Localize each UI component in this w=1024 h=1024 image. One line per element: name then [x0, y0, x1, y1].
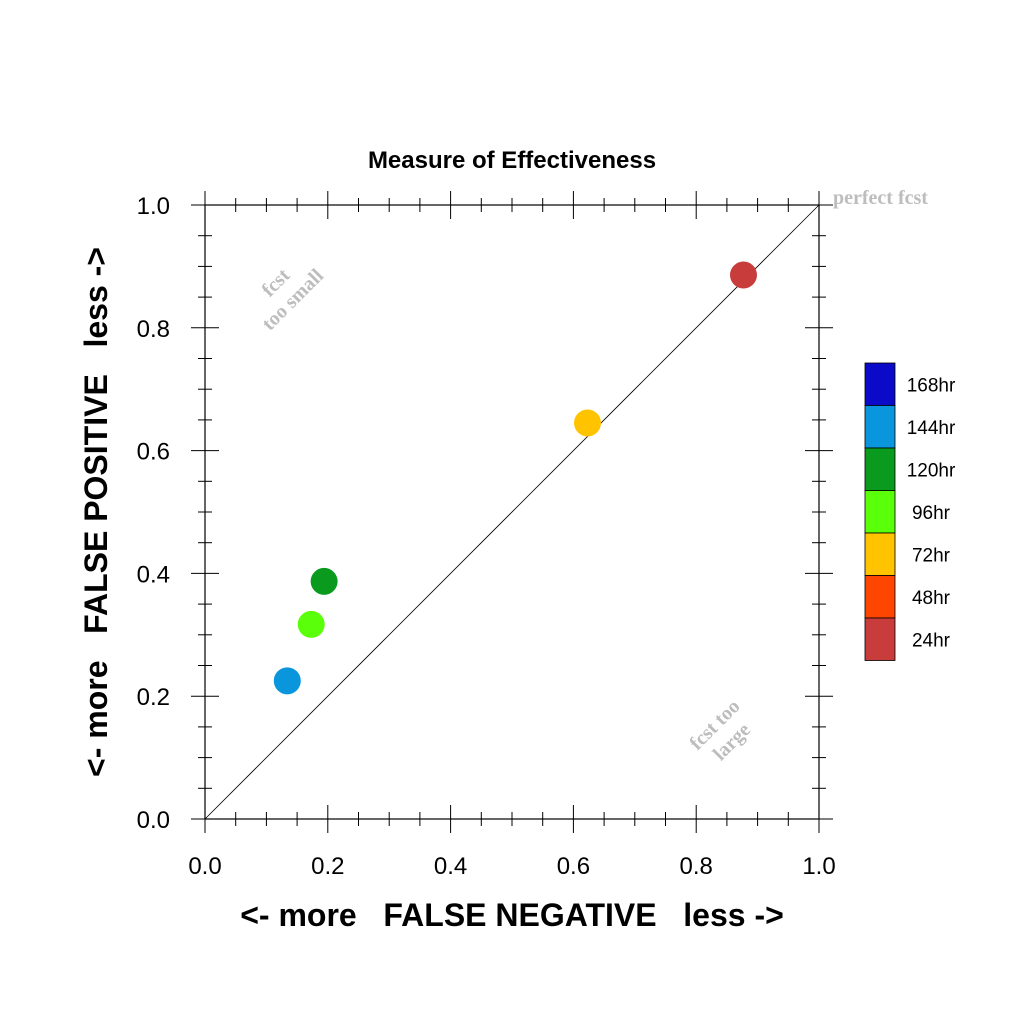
data-point-24hr — [729, 261, 757, 289]
data-points — [273, 261, 757, 695]
x-tick-label: 0.4 — [434, 853, 467, 880]
legend: 168hr 144hr 120hr 96hr 72hr 48hr 24hr — [864, 362, 956, 661]
legend-label-168hr: 168hr — [907, 375, 956, 396]
y-tick-label: 1.0 — [137, 193, 170, 220]
x-tick-label: 0.8 — [680, 853, 713, 880]
legend-swatch-24hr — [864, 617, 896, 661]
legend-swatch-144hr — [864, 405, 896, 449]
legend-swatch-48hr — [864, 575, 896, 619]
data-point-96hr — [297, 610, 325, 638]
too-small-annotation: fcst too small — [258, 264, 329, 335]
y-axis-label: <- more FALSE POSITIVE less -> — [78, 247, 114, 777]
legend-swatch-120hr — [864, 447, 896, 491]
too-large-annotation: fcst too large — [685, 695, 755, 765]
data-point-120hr — [310, 567, 338, 595]
x-tick-label: 0.2 — [311, 853, 344, 880]
x-axis-label: <- more FALSE NEGATIVE less -> — [240, 897, 784, 933]
y-tick-label: 0.4 — [137, 561, 170, 588]
x-tick-label: 0.0 — [188, 853, 221, 880]
x-tick-labels: 0.0 0.2 0.4 0.6 0.8 1.0 — [188, 853, 835, 880]
x-tick-label: 0.6 — [557, 853, 590, 880]
perfect-forecast-diagonal — [204, 204, 820, 820]
axis-ticks — [191, 191, 833, 833]
legend-label-120hr: 120hr — [907, 460, 956, 481]
legend-label-72hr: 72hr — [912, 545, 951, 566]
legend-swatch-96hr — [864, 490, 896, 534]
perfect-forecast-annotation: perfect fcst — [833, 187, 928, 209]
y-tick-label: 0.2 — [137, 684, 170, 711]
y-tick-label: 0.8 — [137, 316, 170, 343]
chart-title: Measure of Effectiveness — [368, 147, 656, 174]
legend-label-96hr: 96hr — [912, 503, 951, 524]
data-point-72hr — [574, 409, 602, 437]
legend-label-144hr: 144hr — [907, 418, 956, 439]
legend-label-24hr: 24hr — [912, 630, 951, 651]
legend-label-48hr: 48hr — [912, 588, 951, 609]
y-tick-label: 0.6 — [137, 439, 170, 466]
y-tick-label: 0.0 — [137, 807, 170, 834]
legend-swatch-72hr — [864, 532, 896, 576]
y-tick-labels: 0.0 0.2 0.4 0.6 0.8 1.0 — [137, 193, 170, 834]
legend-swatch-168hr — [864, 362, 896, 406]
data-point-144hr — [273, 667, 301, 695]
x-tick-label: 1.0 — [802, 853, 835, 880]
